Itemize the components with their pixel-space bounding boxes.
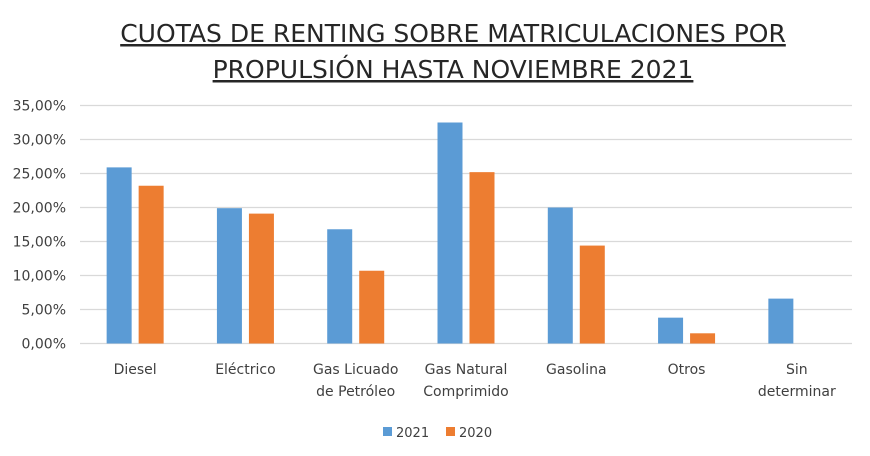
bar-2020-gasolina (579, 245, 605, 344)
gridlines (80, 104, 852, 345)
bar-2020-otros (690, 333, 716, 344)
legend-label-2020: 2020 (459, 426, 492, 441)
bar-2021-gasolina (547, 207, 573, 344)
x-category-label: Eléctrico (215, 362, 275, 378)
y-tick-label: 0,00% (22, 337, 66, 353)
x-category-label-line: Otros (668, 362, 706, 378)
x-category-label: Sin determinar (758, 362, 836, 400)
chart-title: CUOTAS DE RENTING SOBRE MATRICULACIONES … (120, 19, 786, 84)
y-tick-label: 15,00% (13, 235, 66, 251)
bar-2020-gas-licuado-de-petróleo (359, 270, 385, 344)
bar-2021-sin-determinar (768, 298, 794, 344)
bar-2021-otros (658, 317, 684, 344)
x-category-label: Gasolina (546, 362, 607, 378)
x-category-label-line: Comprimido (423, 384, 509, 400)
x-category-label: Diesel (114, 362, 157, 378)
bar-2021-eléctrico (216, 208, 242, 344)
x-category-label: Otros (668, 362, 706, 378)
bar-2020-gas-natural-comprimido (469, 172, 495, 344)
bar-2020-eléctrico (248, 213, 274, 344)
x-category-label-line: de Petróleo (316, 384, 395, 400)
x-category-label-line: determinar (758, 384, 836, 400)
legend-swatch-2021 (383, 427, 392, 436)
x-category-label-line: Gas Licuado (313, 362, 398, 378)
chart-title-line: PROPULSIÓN HASTA NOVIEMBRE 2021 (213, 54, 694, 84)
legend-label-2021: 2021 (396, 426, 429, 441)
x-category-label: Gas Licuado de Petróleo (313, 362, 398, 400)
x-axis-categories: Diesel Eléctrico Gas Licuado de PetróleoGas… (114, 362, 836, 400)
y-tick-label: 10,00% (13, 269, 66, 285)
y-tick-label: 5,00% (22, 303, 66, 319)
legend-swatch-2020 (446, 427, 455, 436)
x-category-label: Gas Natural Comprimido (423, 362, 509, 400)
bar-2020-diesel (138, 185, 164, 344)
y-tick-label: 25,00% (13, 167, 66, 183)
x-category-label-line: Sin (786, 362, 808, 378)
legend: 2021 2020 (383, 426, 492, 441)
x-category-label-line: Gasolina (546, 362, 607, 378)
x-category-label-line: Gas Natural (425, 362, 508, 378)
chart-title-line: CUOTAS DE RENTING SOBRE MATRICULACIONES … (120, 19, 786, 48)
x-category-label-line: Eléctrico (215, 362, 275, 378)
bar-2021-gas-licuado-de-petróleo (327, 229, 353, 344)
bar-2021-diesel (106, 167, 132, 344)
y-tick-label: 30,00% (13, 133, 66, 149)
y-tick-label: 35,00% (13, 99, 66, 115)
y-axis-ticks: 0,00% 5,00% 10,00% 15,00% 20,00% 25,00% 30,00%… (13, 99, 66, 353)
x-category-label-line: Diesel (114, 362, 157, 378)
bar-2021-gas-natural-comprimido (437, 122, 463, 344)
bars (106, 122, 794, 344)
y-tick-label: 20,00% (13, 201, 66, 217)
